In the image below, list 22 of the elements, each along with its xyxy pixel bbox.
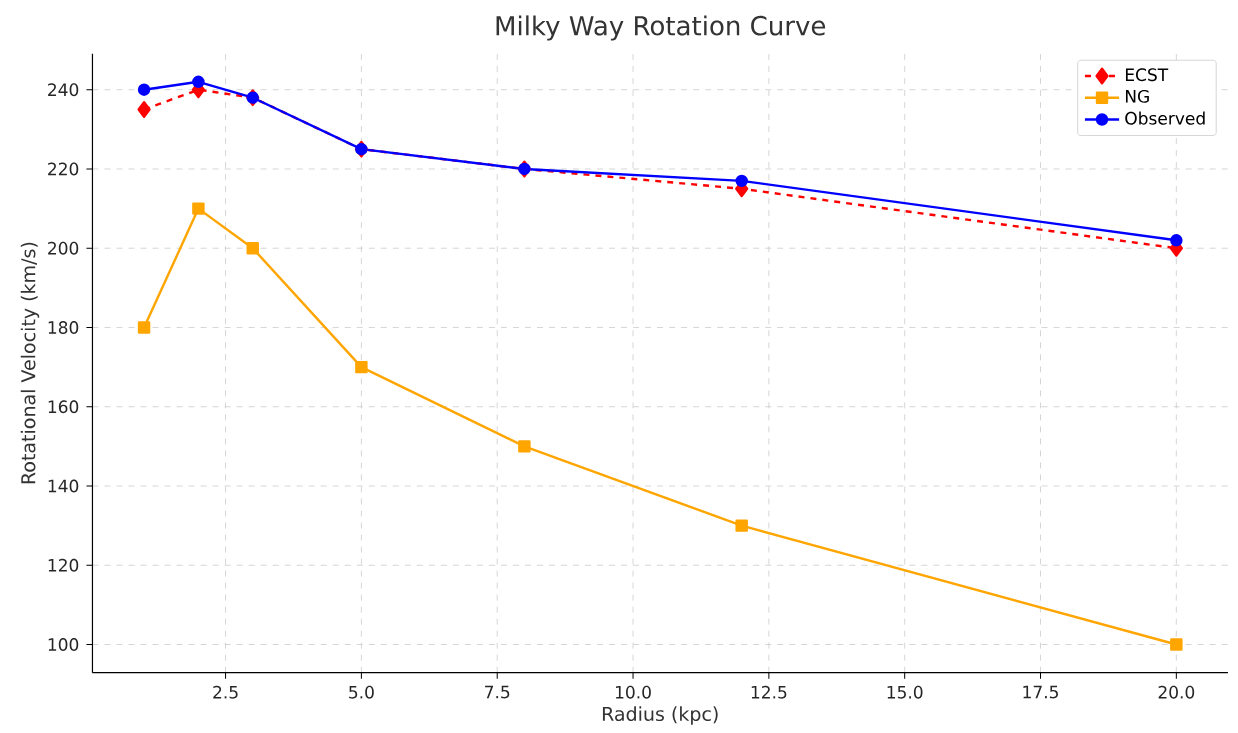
y-tick-label: 180 [48,321,79,334]
y-tick-label: 240 [48,83,79,97]
y-tick-label: 140 [48,479,79,493]
x-tick-label: 10.0 [615,685,651,699]
chart-title: Milky Way Rotation Curve [496,15,826,41]
x-tick-label: 15.0 [887,685,923,699]
x-tick-label: 5.0 [349,685,374,699]
legend-label: NG [1125,89,1149,103]
y-tick-label: 200 [48,241,79,255]
y-tick-label: 100 [48,638,79,651]
x-axis-title: Radius (kpc) [602,706,718,725]
x-tick-label: 2.5 [213,685,238,699]
x-tick-label: 17.5 [1023,685,1058,699]
y-tick-label: 160 [48,400,79,414]
x-tick-label: 12.5 [751,685,787,699]
x-tick-label: 7.5 [485,685,510,699]
y-tick-label: 220 [48,162,79,176]
x-tick-label: 20.0 [1158,685,1195,699]
y-tick-label: 120 [48,558,79,572]
legend-label: Observed [1125,111,1205,125]
legend-label: ECST [1125,68,1169,82]
y-axis-title: Rotational Velocity (km/s) [20,242,40,484]
